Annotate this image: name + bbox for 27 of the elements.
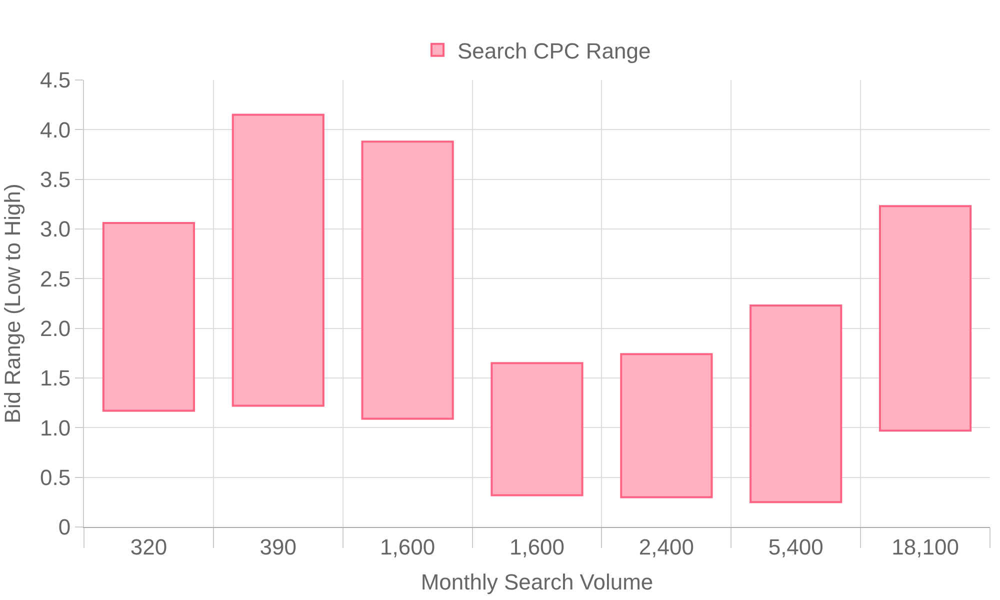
- y-tick-label: 2.5: [40, 266, 71, 292]
- x-axis-title: Monthly Search Volume: [420, 569, 654, 594]
- y-tick-label: 2.0: [40, 316, 71, 342]
- bar: [361, 140, 454, 420]
- x-tick-label: 2,400: [638, 534, 694, 560]
- bar: [620, 353, 713, 498]
- y-tick-label: 1.5: [40, 366, 71, 391]
- y-tick-label: 0: [58, 514, 71, 540]
- bar: [232, 114, 324, 407]
- y-tick-label: 0.5: [40, 465, 71, 490]
- x-tick-label: 18,100: [892, 534, 959, 560]
- bar: [750, 304, 842, 504]
- bar: [878, 205, 972, 432]
- y-tick-label: 3.5: [40, 167, 71, 192]
- bar: [102, 222, 196, 412]
- y-tick-label: 4.0: [40, 117, 71, 142]
- x-tick-label: 5,400: [768, 534, 824, 560]
- x-tick-label: 390: [260, 534, 296, 560]
- y-tick-label: 3.0: [40, 216, 71, 242]
- x-tick-label: 1,600: [509, 534, 565, 560]
- y-tick-label: 1.0: [40, 415, 71, 440]
- y-tick-label: 4.5: [40, 68, 71, 93]
- bar: [490, 362, 584, 496]
- y-axis-title: Bid Range (Low to High): [0, 184, 25, 424]
- x-tick-label: 320: [130, 534, 168, 560]
- x-tick-label: 1,600: [380, 534, 436, 560]
- legend-label: Search CPC Range: [458, 38, 651, 64]
